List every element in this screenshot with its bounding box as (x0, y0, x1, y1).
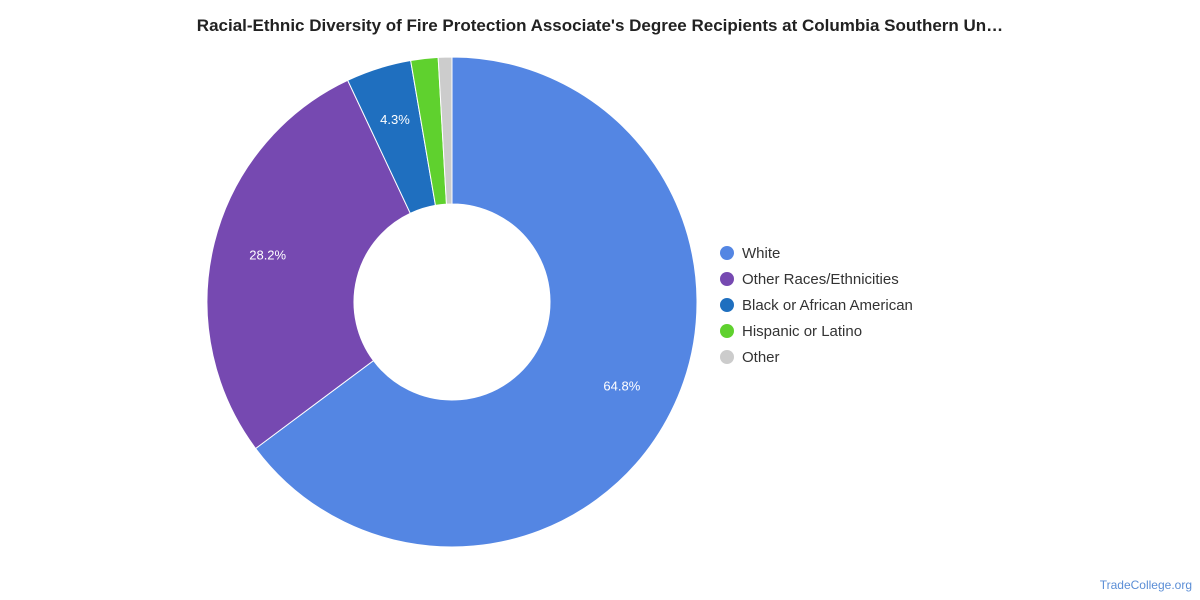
legend-label: Other (742, 348, 780, 366)
legend-item-0[interactable]: White (720, 240, 913, 266)
legend-marker-icon (720, 298, 734, 312)
legend-item-4[interactable]: Other (720, 344, 913, 370)
donut-slice-1[interactable] (206, 79, 411, 450)
legend-item-1[interactable]: Other Races/Ethnicities (720, 266, 913, 292)
legend-item-3[interactable]: Hispanic or Latino (720, 318, 913, 344)
legend-label: Hispanic or Latino (742, 322, 863, 340)
legend-marker-icon (720, 246, 734, 260)
legend-marker-icon (720, 324, 734, 338)
legend: White Other Races/Ethnicities Black or Afr… (720, 240, 913, 370)
slice-label-2: 4.3% (380, 112, 410, 127)
legend-label: Black or African American (742, 296, 913, 314)
slice-label-1: 28.2% (249, 247, 286, 262)
legend-item-2[interactable]: Black or African American (720, 292, 913, 318)
legend-label: Other Races/Ethnicities (742, 270, 899, 288)
legend-marker-icon (720, 272, 734, 286)
watermark[interactable]: TradeCollege.org (1099, 578, 1192, 592)
donut-slice-0[interactable] (254, 56, 698, 548)
legend-label: White (742, 244, 781, 262)
donut-slice-4[interactable] (437, 56, 453, 205)
legend-marker-icon (720, 350, 734, 364)
slice-label-0: 64.8% (603, 379, 640, 394)
